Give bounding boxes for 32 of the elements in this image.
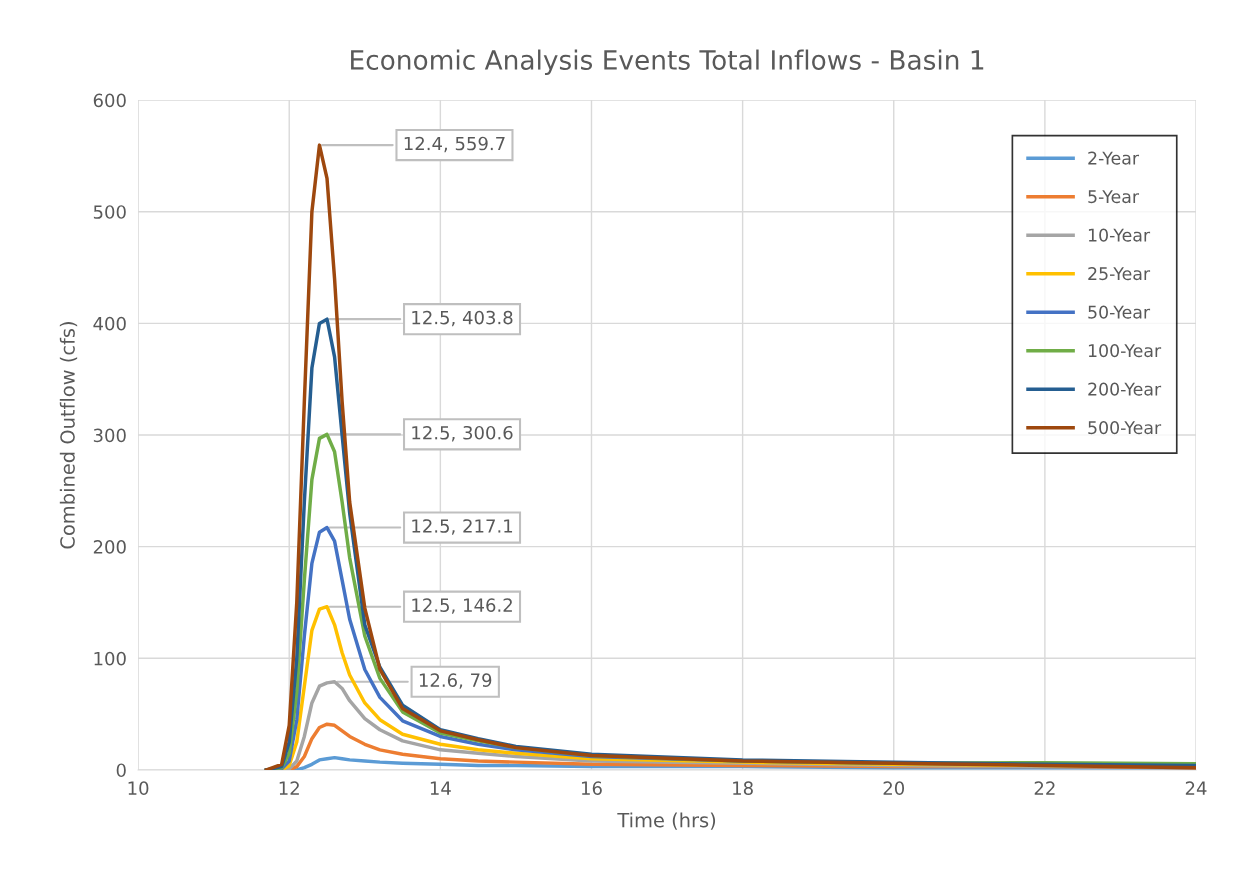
annotation: 12.6, 79 <box>419 673 492 689</box>
legend-label: 25-Year <box>1088 267 1151 281</box>
x-tick-label: 18 <box>733 781 753 796</box>
legend-label: 500-Year <box>1088 421 1162 435</box>
x-axis-title: Time (hrs) <box>617 812 716 830</box>
x-tick-label: 10 <box>128 781 149 796</box>
legend-label: 10-Year <box>1088 228 1151 242</box>
y-tick-label: 600 <box>93 93 126 108</box>
legend-label: 2-Year <box>1088 151 1140 165</box>
y-tick-label: 0 <box>116 763 126 778</box>
annotation: 12.5, 403.8 <box>412 310 513 327</box>
annotation: 12.5, 300.6 <box>412 425 513 442</box>
legend-label: 200-Year <box>1088 382 1162 396</box>
annotation: 12.5, 146.2 <box>412 598 512 614</box>
y-axis-title: Combined Outflow (cfs) <box>59 322 78 549</box>
annotation: 12.4, 559.7 <box>404 136 505 153</box>
x-tick-label: 14 <box>430 781 451 795</box>
legend-label: 50-Year <box>1088 305 1151 319</box>
legend-label: 5-Year <box>1088 190 1140 204</box>
legend-label: 100-Year <box>1088 344 1162 358</box>
x-tick-label: 12 <box>279 781 299 795</box>
y-tick-label: 200 <box>93 540 126 554</box>
x-tick-label: 20 <box>883 781 905 796</box>
chart-title: Economic Analysis Events Total Inflows - Basin 1 <box>351 49 984 76</box>
x-tick-label: 16 <box>581 781 602 796</box>
y-tick-label: 100 <box>94 651 126 666</box>
y-tick-label: 500 <box>93 205 126 219</box>
annotation: 12.5, 217.1 <box>412 519 513 535</box>
x-tick-label: 24 <box>1185 781 1207 795</box>
y-tick-label: 400 <box>93 316 126 331</box>
y-tick-label: 300 <box>93 428 126 443</box>
x-tick-label: 22 <box>1034 781 1055 795</box>
